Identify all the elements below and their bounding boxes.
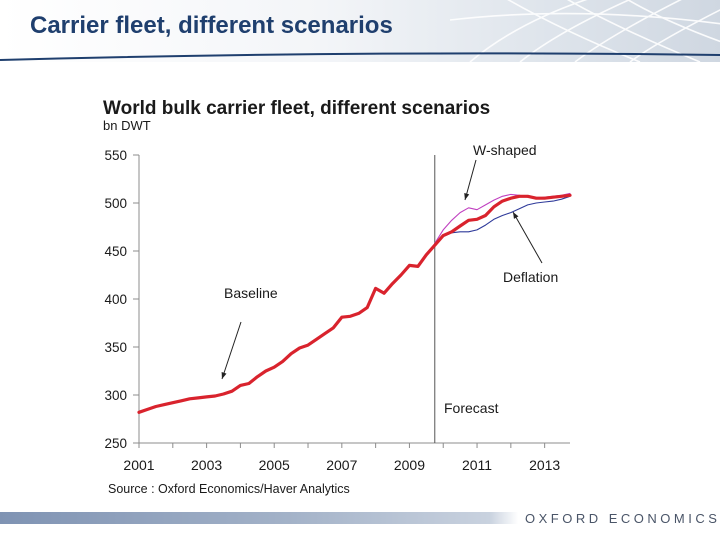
annotation-arrow-deflation-head bbox=[513, 212, 519, 219]
header-rule bbox=[0, 52, 720, 61]
chart-axes: 250 300 350 400 450 500 550 2001 2003 2005 2007 200… bbox=[104, 148, 570, 473]
footer-bar bbox=[0, 512, 720, 524]
header-background bbox=[0, 0, 720, 62]
series-line-deflation bbox=[434, 195, 571, 244]
chart-units: bn DWT bbox=[103, 118, 151, 133]
annotation-w-shaped: W-shaped bbox=[473, 142, 537, 158]
annotation-baseline: Baseline bbox=[224, 285, 278, 301]
annotation-arrow-w-shaped-head bbox=[464, 193, 470, 200]
annotation-arrow-deflation bbox=[512, 211, 543, 264]
chart-lines bbox=[137, 192, 572, 414]
x-tick-label: 2003 bbox=[191, 457, 222, 473]
y-tick-label: 300 bbox=[104, 388, 127, 403]
chart-annotations: W-shaped Deflation Baseline Forecast bbox=[221, 142, 558, 416]
y-tick-label: 550 bbox=[104, 148, 127, 163]
y-tick-label: 350 bbox=[104, 340, 127, 355]
annotation-deflation: Deflation bbox=[503, 269, 558, 285]
y-tick-label: 400 bbox=[104, 292, 127, 307]
x-tick-label: 2001 bbox=[123, 457, 154, 473]
annotation-arrow-baseline bbox=[221, 321, 242, 380]
x-tick-label: 2005 bbox=[259, 457, 290, 473]
logo-wordmark: OXFORD ECONOMICS bbox=[525, 510, 720, 526]
y-tick-label: 500 bbox=[104, 196, 127, 211]
x-tick-label: 2009 bbox=[394, 457, 425, 473]
y-tick-label: 250 bbox=[104, 436, 127, 451]
annotation-arrow-baseline-head bbox=[221, 372, 227, 379]
y-tick-label: 450 bbox=[104, 244, 127, 259]
chart-title: World bulk carrier fleet, different scen… bbox=[103, 98, 490, 119]
x-tick-label: 2007 bbox=[326, 457, 357, 473]
slide-title: Carrier fleet, different scenarios bbox=[30, 12, 393, 39]
chart-source: Source : Oxford Economics/Haver Analytic… bbox=[108, 482, 350, 496]
footer-logo: OXFORD ECONOMICS bbox=[520, 508, 717, 528]
series-line-baseline bbox=[137, 193, 572, 414]
x-tick-label: 2013 bbox=[529, 457, 560, 473]
annotation-arrow-w-shaped bbox=[464, 159, 477, 201]
x-tick-label: 2011 bbox=[462, 457, 492, 473]
slide-header: Carrier fleet, different scenarios bbox=[0, 0, 720, 62]
annotation-forecast: Forecast bbox=[444, 400, 499, 416]
